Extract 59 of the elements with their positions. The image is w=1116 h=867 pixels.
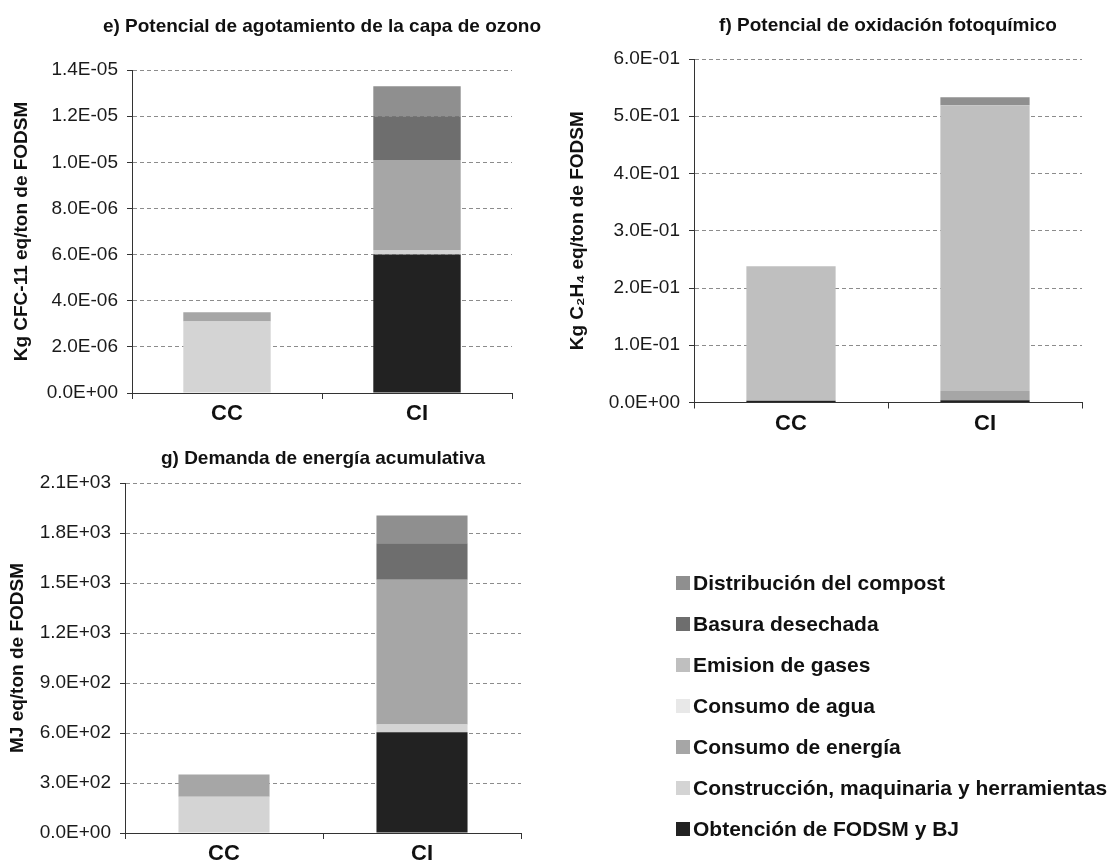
y-tick-label: 2.1E+03 [39,471,111,493]
bar [373,249,461,255]
bar [376,543,468,580]
y-tick-label: 8.0E-06 [51,196,118,218]
y-tick-label: 1.4E-05 [51,58,118,80]
bar [376,579,468,725]
y-tick-label: 4.0E-01 [613,161,680,183]
bar [178,774,270,797]
x-tick-label: CI [974,409,996,435]
y-axis-title: MJ eq/ton de FODSM [5,563,27,753]
bar [183,321,271,393]
y-tick-label: 0.0E+00 [39,821,111,843]
bar [376,724,468,733]
y-tick-label: 6.0E-06 [51,242,118,264]
y-tick-label: 4.0E-06 [51,288,118,310]
y-tick-label: 1.0E-01 [613,333,680,355]
y-tick-label: 6.0E-01 [613,47,680,69]
y-tick-label: 3.0E+02 [39,771,111,793]
legend-label: Basura desechada [693,611,879,636]
y-tick-label: 5.0E-01 [613,104,680,126]
y-tick-label: 0.0E+00 [46,381,118,403]
legend-label: Emision de gases [693,652,871,677]
x-tick-label: CC [208,840,240,866]
bar [940,105,1030,392]
y-tick-label: 1.8E+03 [39,521,111,543]
legend-label: Distribución del compost [693,570,946,595]
x-tick-label: CC [211,400,243,426]
y-tick-label: 6.0E+02 [39,721,111,743]
bar [940,391,1030,401]
bar [373,159,461,250]
y-axis-title: Kg C₂H₄ eq/ton de FODSM [565,111,587,351]
x-tick-label: CI [411,840,433,866]
bar [373,254,461,393]
y-tick-label: 2.0E-01 [613,276,680,298]
y-tick-label: 9.0E+02 [39,671,111,693]
chart-title: g) Demanda de energía acumulativa [160,447,486,469]
legend-label: Consumo de energía [693,734,901,759]
y-tick-label: 3.0E-01 [613,218,680,240]
bar [940,97,1030,106]
bar [746,266,836,401]
y-tick-label: 0.0E+00 [608,390,680,412]
x-tick-label: CI [406,400,428,426]
chart-title: f) Potencial de oxidación fotoquímico [719,14,1057,36]
y-tick-label: 2.0E-06 [51,335,118,357]
y-tick-label: 1.5E+03 [39,571,111,593]
x-tick-label: CC [775,409,807,435]
bar [373,116,461,160]
bar [183,312,271,322]
bar [376,732,468,833]
y-tick-label: 1.2E-05 [51,104,118,126]
legend-label: Obtención de FODSM y BJ [693,816,960,841]
y-axis-title: Kg CFC-11 eq/ton de FODSM [9,101,31,362]
legend-label: Consumo de agua [693,693,876,718]
bar [373,86,461,117]
y-tick-label: 1.2E+03 [39,621,111,643]
y-tick-label: 1.0E-05 [51,150,118,172]
legend-label: Construcción, maquinaria y herramientas [693,775,1108,800]
chart-title: e) Potencial de agotamiento de la capa de ozono [102,15,542,37]
bar [178,796,270,833]
